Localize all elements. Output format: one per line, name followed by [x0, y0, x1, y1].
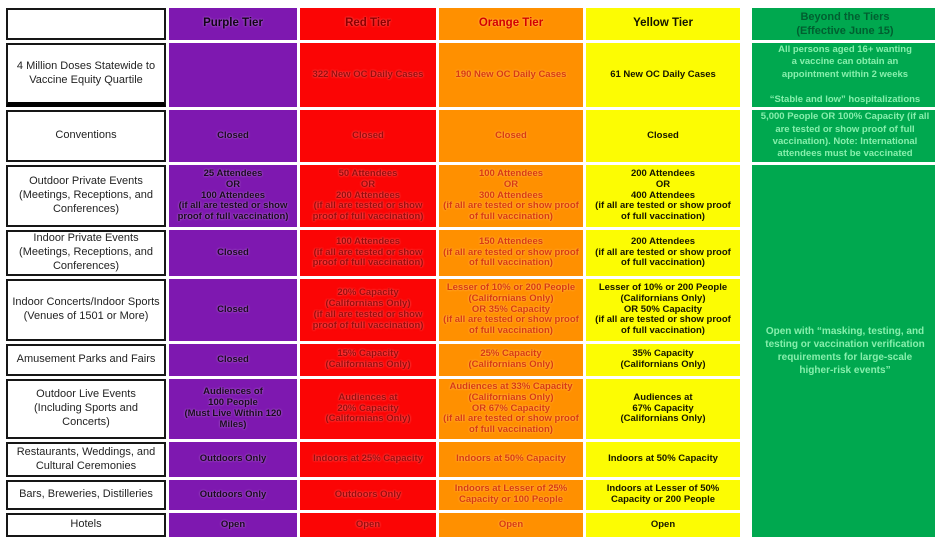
row-label-doses-metric: 4 Million Doses Statewide to Vaccine Equ…: [6, 43, 166, 107]
doses-metric-purple-cell: [169, 43, 297, 107]
indoor-concerts-yellow-cell: Lesser of 10% or 200 People (Californian…: [586, 279, 740, 341]
row-label-hotels: Hotels: [6, 513, 166, 537]
row-label-conventions: Conventions: [6, 110, 166, 162]
outdoor-live-red-cell: Audiences at 20% Capacity (Californians …: [300, 379, 436, 439]
row-label-indoor-concerts-sports: Indoor Concerts/Indoor Sports (Venues of…: [6, 279, 166, 341]
tier-grid: Purple Tier Red Tier Orange Tier Yellow …: [6, 8, 935, 537]
hotels-yellow-cell: Open: [586, 513, 740, 537]
conventions-red-cell: Closed: [300, 110, 436, 162]
yellow-tier-header: Yellow Tier: [586, 8, 740, 40]
doses-metric-yellow-cell: 61 New OC Daily Cases: [586, 43, 740, 107]
indoor-concerts-red-cell: 20% Capacity (Californians Only) (if all…: [300, 279, 436, 341]
row-label-bars-breweries: Bars, Breweries, Distilleries: [6, 480, 166, 510]
outdoor-private-yellow-cell: 200 Attendees OR 400 Attendees (if all a…: [586, 165, 740, 227]
amusement-orange-cell: 25% Capacity (Californians Only): [439, 344, 583, 376]
restaurants-red-cell: Indoors at 25% Capacity: [300, 442, 436, 477]
bars-orange-cell: Indoors at Lesser of 25% Capacity or 100…: [439, 480, 583, 510]
indoor-private-orange-cell: 150 Attendees (if all are tested or show…: [439, 230, 583, 276]
indoor-private-yellow-cell: 200 Attendees (if all are tested or show…: [586, 230, 740, 276]
outdoor-live-purple-cell: Audiences of 100 People (Must Live Withi…: [169, 379, 297, 439]
bars-yellow-cell: Indoors at Lesser of 50% Capacity or 200…: [586, 480, 740, 510]
indoor-private-red-cell: 100 Attendees (if all are tested or show…: [300, 230, 436, 276]
row-label-restaurants-weddings: Restaurants, Weddings, and Cultural Cere…: [6, 442, 166, 477]
purple-tier-header: Purple Tier: [169, 8, 297, 40]
amusement-yellow-cell: 35% Capacity (Californians Only): [586, 344, 740, 376]
orange-tier-header: Orange Tier: [439, 8, 583, 40]
conventions-yellow-cell: Closed: [586, 110, 740, 162]
restaurants-orange-cell: Indoors at 50% Capacity: [439, 442, 583, 477]
column-spacer: [743, 8, 749, 40]
outdoor-live-orange-cell: Audiences at 33% Capacity (Californians …: [439, 379, 583, 439]
conventions-purple-cell: Closed: [169, 110, 297, 162]
row-label-amusement-parks: Amusement Parks and Fairs: [6, 344, 166, 376]
doses-metric-red-cell: 322 New OC Daily Cases: [300, 43, 436, 107]
conventions-orange-cell: Closed: [439, 110, 583, 162]
indoor-private-purple-cell: Closed: [169, 230, 297, 276]
restaurants-purple-cell: Outdoors Only: [169, 442, 297, 477]
row-label-indoor-private-events: Indoor Private Events (Meetings, Recepti…: [6, 230, 166, 276]
doses-metric-beyond-cell: All persons aged 16+ wanting a vaccine c…: [752, 43, 935, 107]
outdoor-private-red-cell: 50 Attendees OR 200 Attendees (if all ar…: [300, 165, 436, 227]
restaurants-yellow-cell: Indoors at 50% Capacity: [586, 442, 740, 477]
beyond-tiers-merged-cell: Open with “masking, testing, and testing…: [752, 165, 935, 537]
bars-red-cell: Outdoors Only: [300, 480, 436, 510]
row-label-outdoor-live-events: Outdoor Live Events (Including Sports an…: [6, 379, 166, 439]
doses-metric-orange-cell: 190 New OC Daily Cases: [439, 43, 583, 107]
indoor-concerts-orange-cell: Lesser of 10% or 200 People (Californian…: [439, 279, 583, 341]
red-tier-header: Red Tier: [300, 8, 436, 40]
beyond-tiers-header: Beyond the Tiers (Effective June 15): [752, 8, 935, 40]
outdoor-private-orange-cell: 100 Attendees OR 300 Attendees (if all a…: [439, 165, 583, 227]
bars-purple-cell: Outdoors Only: [169, 480, 297, 510]
corner-cell: [6, 8, 166, 40]
conventions-beyond-cell: 5,000 People OR 100% Capacity (if all ar…: [752, 110, 935, 162]
amusement-purple-cell: Closed: [169, 344, 297, 376]
outdoor-live-yellow-cell: Audiences at 67% Capacity (Californians …: [586, 379, 740, 439]
hotels-red-cell: Open: [300, 513, 436, 537]
indoor-concerts-purple-cell: Closed: [169, 279, 297, 341]
hotels-purple-cell: Open: [169, 513, 297, 537]
amusement-red-cell: 15% Capacity (Californians Only): [300, 344, 436, 376]
outdoor-private-purple-cell: 25 Attendees OR 100 Attendees (if all ar…: [169, 165, 297, 227]
hotels-orange-cell: Open: [439, 513, 583, 537]
row-label-outdoor-private-events: Outdoor Private Events (Meetings, Recept…: [6, 165, 166, 227]
